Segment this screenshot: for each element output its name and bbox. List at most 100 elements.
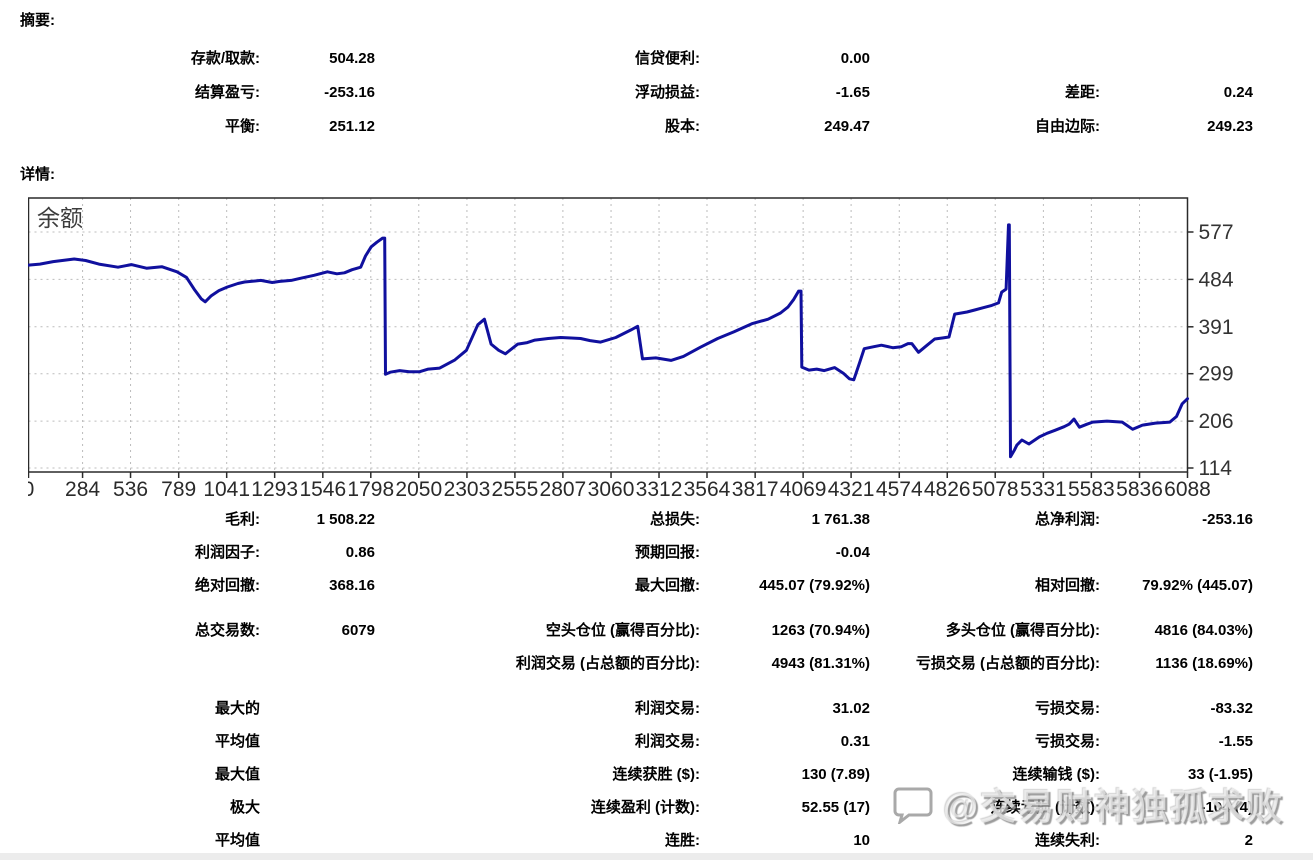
stat-label: 浮动损益: [635, 84, 700, 101]
stat-value: 251.12 [329, 118, 375, 135]
stat-value: 1136 (18.69%) [1155, 655, 1253, 672]
stat-label: 股本: [665, 118, 700, 135]
stat-value: -1.65 [835, 84, 870, 101]
stat-value: 0.24 [1223, 84, 1253, 101]
stat-value: 52.55 (17) [801, 799, 870, 816]
stat-value: 6079 [341, 622, 375, 639]
x-tick-label: 5836 [1116, 478, 1163, 500]
stat-value: -0.04 [835, 544, 870, 561]
chart-plot-border [27, 197, 1189, 473]
stat-label: 绝对回撤: [195, 577, 260, 594]
stat-value: 10 [853, 832, 870, 849]
x-tick-label: 5583 [1068, 478, 1115, 500]
x-tick-label: 2303 [444, 478, 491, 500]
stat-label: 自由边际: [1035, 118, 1100, 135]
summary-table: 存款/取款: 504.28 信贷便利: 0.00 结算盈亏: -253.16 浮动损益: -1… [20, 42, 1313, 144]
y-tick-label: 206 [1199, 410, 1234, 433]
x-tick-label: 2555 [492, 478, 539, 500]
stat-label: 亏损交易: [1035, 700, 1100, 717]
stat-label [870, 536, 1100, 569]
x-tick-label: 4574 [876, 478, 923, 500]
stat-value: 79.92% (445.07) [1142, 577, 1253, 594]
stat-value: -253.16 [1202, 511, 1253, 528]
x-tick-label: 1798 [347, 478, 394, 500]
stat-label: 亏损交易 (占总额的百分比): [915, 655, 1100, 672]
x-tick-label: 6088 [1164, 478, 1211, 500]
stat-label: 连续获胜 ($): [612, 766, 701, 783]
stat-label: 连胜: [665, 832, 700, 849]
x-tick-label: 536 [113, 478, 148, 500]
x-tick-label: 4826 [924, 478, 971, 500]
stats-table: 毛利: 1 508.22 总损失: 1 761.38 总净利润: -253.16 利润因子:… [20, 503, 1313, 857]
x-tick-label: 3817 [732, 478, 779, 500]
x-tick-label: 0 [28, 478, 34, 500]
balance-chart-svg: 114 206 299 391 484 577 0 284 536 789 1041 1293 1546… [23, 197, 1234, 501]
stat-label: 平均值 [214, 832, 260, 849]
stat-label: 预期回报: [635, 544, 700, 561]
stat-value [1100, 536, 1253, 569]
stat-label: 最大值 [214, 766, 260, 783]
stat-label: 极大 [229, 799, 260, 816]
stat-label: 利润因子: [195, 544, 260, 561]
y-tick-label: 391 [1199, 316, 1234, 339]
stat-value: 1 508.22 [316, 511, 375, 528]
table-group-gap [20, 680, 1253, 692]
stat-label: 利润交易: [635, 733, 700, 750]
balance-line [27, 223, 1189, 459]
stat-label: 多头仓位 (赢得百分比): [945, 622, 1100, 639]
x-tick-label: 789 [161, 478, 196, 500]
stat-label: 总净利润: [1035, 511, 1100, 528]
stat-value: 4943 (81.31%) [771, 655, 870, 672]
stat-label: 差距: [1065, 84, 1100, 101]
stat-value [260, 791, 375, 824]
balance-chart: 114 206 299 391 484 577 0 284 536 789 1041 1293 1546… [23, 194, 1311, 501]
stat-label [870, 42, 1100, 76]
stat-label: 空头仓位 (赢得百分比): [545, 622, 700, 639]
stat-value: 249.47 [824, 118, 870, 135]
stat-value [260, 692, 375, 725]
stat-label: 最大回撤: [635, 577, 700, 594]
chart-title: 余额 [37, 205, 83, 231]
stat-label: 连续亏损 (计数): [990, 799, 1100, 816]
stat-value: 0.86 [345, 544, 375, 561]
stat-value: 445.07 (79.92%) [759, 577, 870, 594]
y-tick-label: 299 [1199, 363, 1234, 386]
stat-label: 信贷便利: [635, 50, 700, 67]
stat-label: 最大的 [214, 700, 260, 717]
stat-value: 31.02 [832, 700, 870, 717]
stat-value [260, 758, 375, 791]
x-tick-label: 3060 [588, 478, 635, 500]
stat-label: 毛利: [225, 511, 260, 528]
stat-value: 33 (-1.95) [1187, 766, 1253, 783]
details-heading: 详情: [20, 166, 55, 183]
stat-label: 连续盈利 (计数): [590, 799, 700, 816]
stat-value: 1263 (70.94%) [771, 622, 870, 639]
stat-label: 总交易数: [195, 622, 260, 639]
stat-value: 1 761.38 [811, 511, 870, 528]
x-tick-label: 4321 [828, 478, 875, 500]
stat-label: 总损失: [650, 511, 700, 528]
stat-label: 连续输钱 ($): [1012, 766, 1101, 783]
y-tick-label: 577 [1199, 221, 1234, 244]
x-tick-label: 1293 [251, 478, 298, 500]
stat-value: 249.23 [1207, 118, 1253, 135]
stat-label [20, 647, 260, 680]
stat-value: 4816 (84.03%) [1154, 622, 1253, 639]
stat-value: -253.16 [324, 84, 375, 101]
bottom-strip [0, 853, 1313, 860]
x-tick-label: 284 [65, 478, 100, 500]
x-tick-label: 3312 [636, 478, 683, 500]
stat-value [260, 725, 375, 758]
stat-value: 130 (7.89) [801, 766, 870, 783]
stat-value [1100, 42, 1253, 76]
stat-label: 存款/取款: [190, 50, 260, 67]
stat-value: 368.16 [329, 577, 375, 594]
stat-value: -104 (4) [1200, 799, 1253, 816]
table-group-gap [20, 602, 1253, 614]
stat-value: 0.00 [840, 50, 870, 67]
stat-value: 0.31 [840, 733, 870, 750]
x-tick-label: 2050 [395, 478, 442, 500]
x-tick-label: 5078 [972, 478, 1019, 500]
y-tick-label: 114 [1199, 457, 1233, 480]
